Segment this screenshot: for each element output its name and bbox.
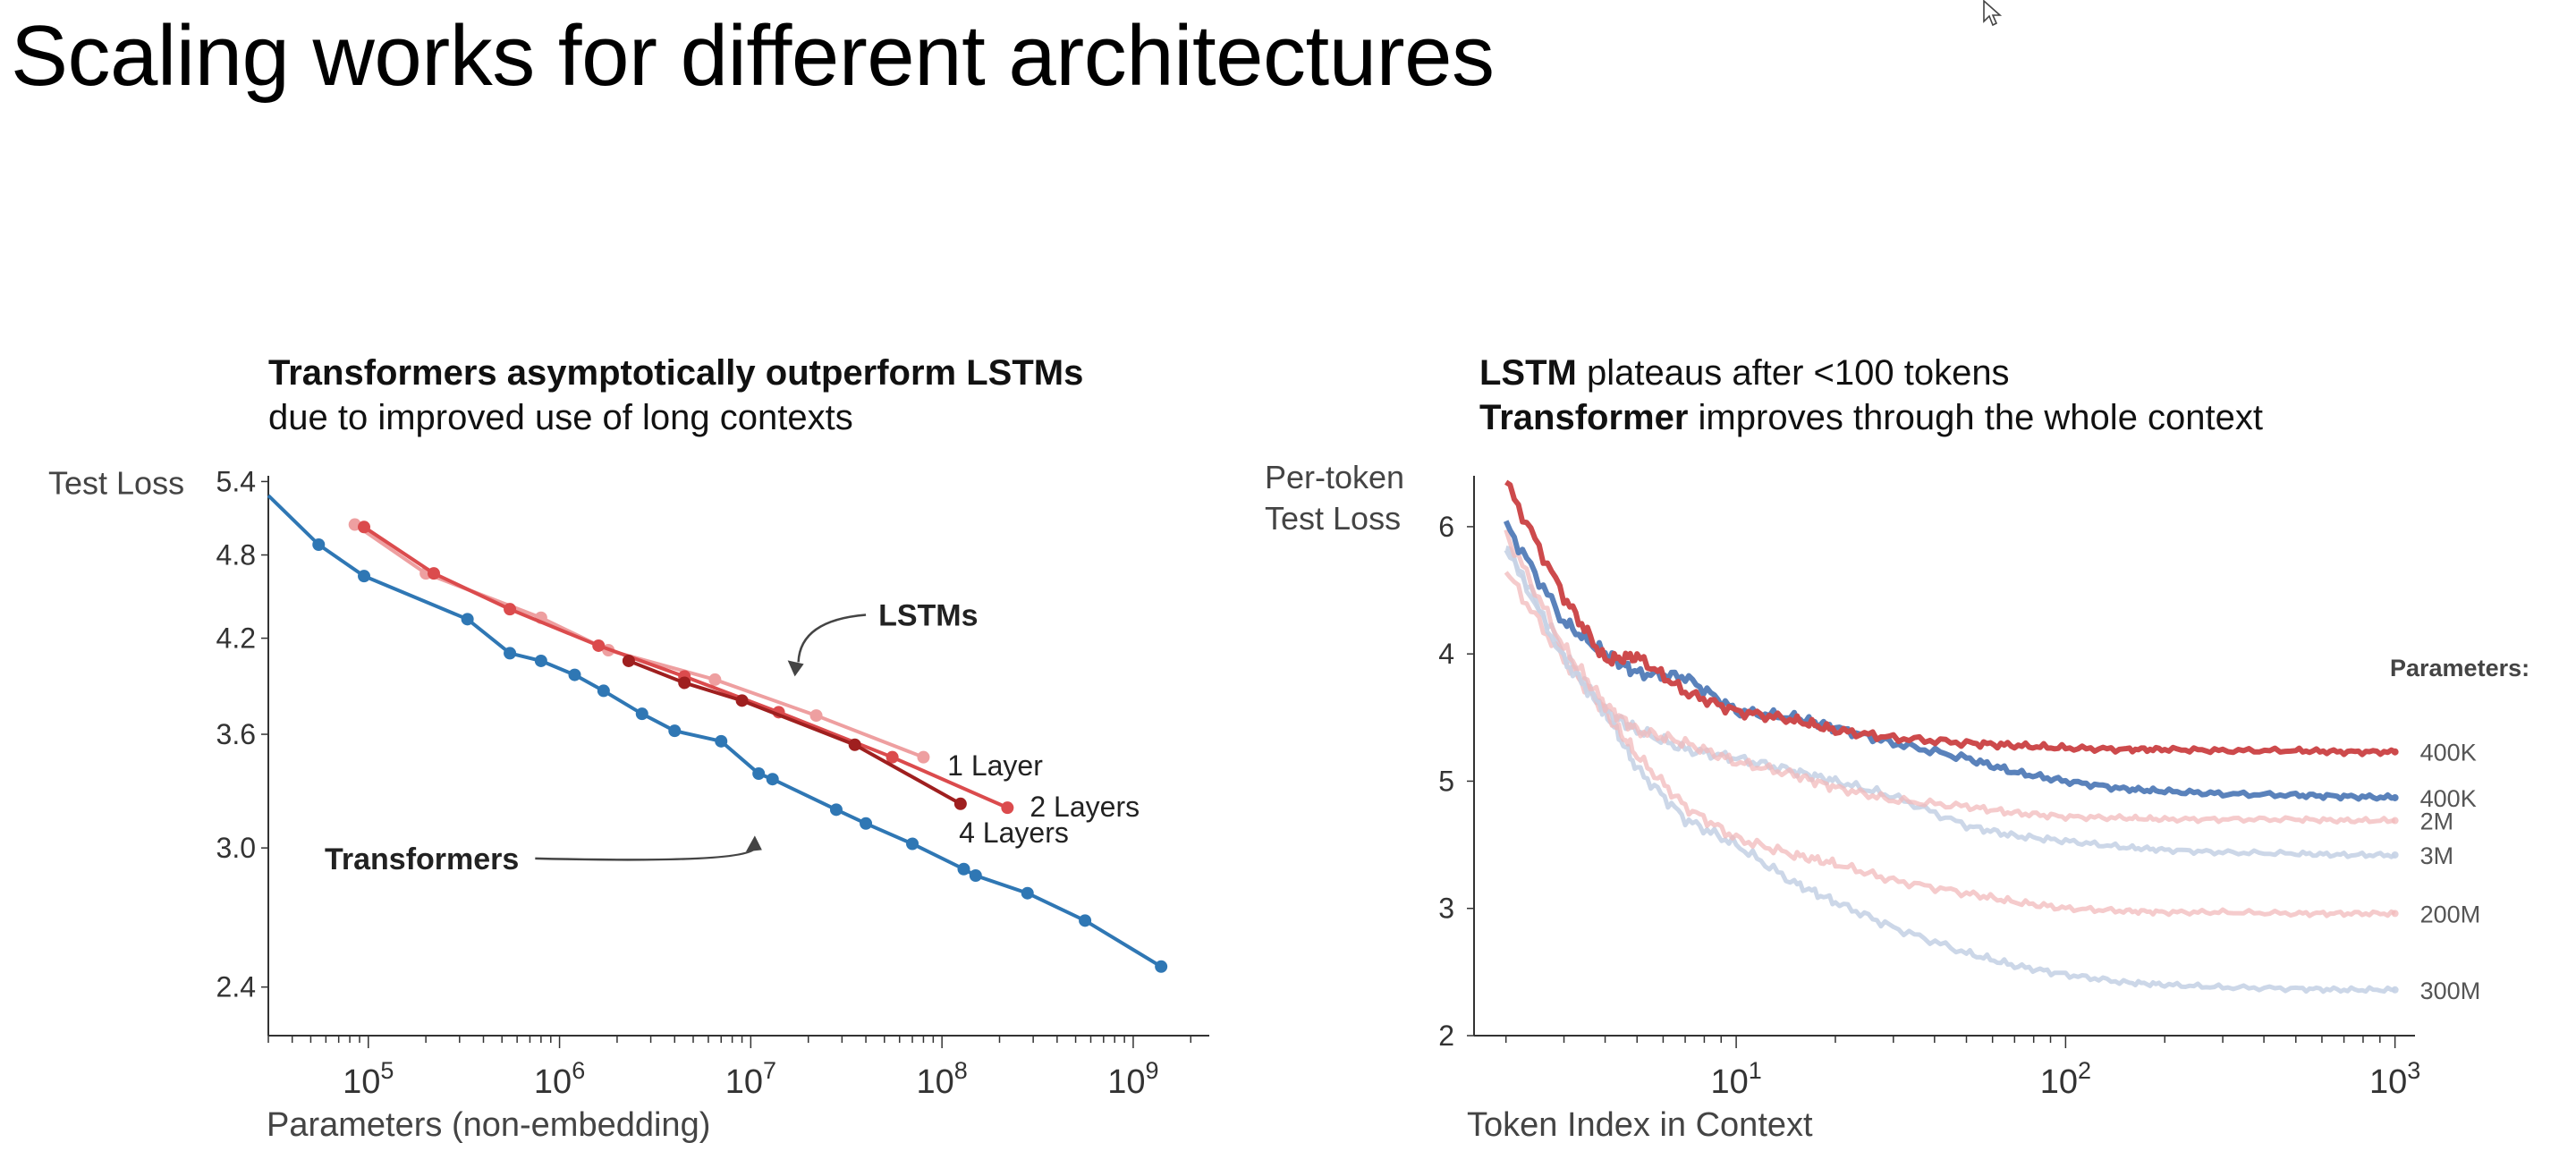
right-series-endpoint — [2392, 851, 2399, 859]
right-y-axis-label-line2: Test Loss — [1265, 500, 1401, 537]
right-series-endpoint — [2392, 817, 2399, 825]
right-series-end-label: 400K — [2420, 785, 2477, 812]
right-x-tick-label: 103 — [2369, 1057, 2420, 1101]
right-series-endpoint — [2392, 749, 2399, 756]
right-series-line-2m — [1506, 530, 2395, 823]
right-series-end-label: 400K — [2420, 740, 2477, 766]
right-series-end-label: 3M — [2420, 842, 2454, 869]
right-series-endpoint — [2392, 910, 2399, 917]
right-y-tick-label: 3 — [1438, 893, 1454, 925]
right-x-tick-label: 101 — [1710, 1057, 1761, 1101]
right-series-end-label: 300M — [2420, 978, 2481, 1004]
right-legend-title: Parameters: — [2390, 655, 2529, 681]
right-y-tick-label: 2 — [1438, 1020, 1454, 1052]
right-series-end-label: 200M — [2420, 901, 2481, 927]
right-series-endpoint — [2392, 986, 2399, 994]
right-series-end-label: 2M — [2420, 808, 2454, 835]
right-series-line-400k — [1506, 482, 2395, 755]
right-y-tick-label: 5 — [1438, 765, 1454, 797]
right-x-tick-label: 102 — [2040, 1057, 2091, 1101]
right-series-line-3m — [1506, 550, 2395, 857]
right-series-line-300m — [1506, 547, 2395, 991]
right-y-tick-label: 4 — [1438, 638, 1454, 670]
right-series-endpoint — [2392, 794, 2399, 801]
right-y-tick-label: 6 — [1438, 511, 1454, 543]
right-y-axis-label-line1: Per-token — [1265, 459, 1404, 495]
right-x-axis-label: Token Index in Context — [1467, 1106, 1813, 1144]
